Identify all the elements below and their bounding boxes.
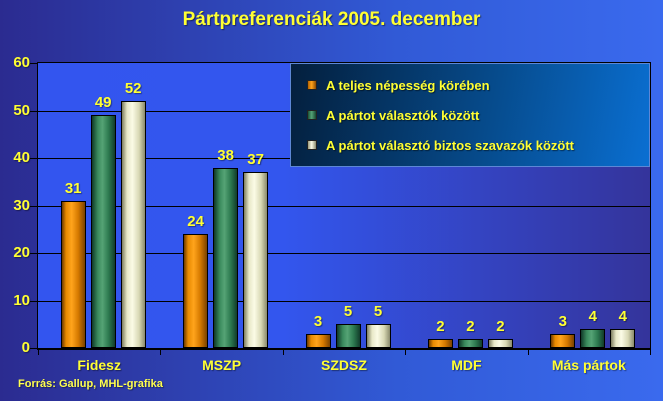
legend-swatch-icon xyxy=(307,80,317,90)
bar xyxy=(427,338,453,348)
bar-value-label: 38 xyxy=(217,146,234,164)
y-axis-tick xyxy=(30,300,38,302)
category-label: MDF xyxy=(451,357,482,373)
category-label: Fidesz xyxy=(77,357,121,373)
x-axis-tick xyxy=(38,350,39,355)
legend-swatch-icon xyxy=(307,140,317,150)
x-axis-tick xyxy=(160,350,162,355)
bar xyxy=(213,167,239,348)
legend-item: A pártot választók között xyxy=(307,108,649,123)
legend-label: A teljes népesség körében xyxy=(326,77,490,93)
bar xyxy=(60,200,86,348)
bar xyxy=(305,333,331,348)
y-axis-tick xyxy=(30,63,38,64)
bar-value-label: 5 xyxy=(343,303,353,321)
bar xyxy=(365,324,391,348)
bar-value-label: 31 xyxy=(64,179,82,197)
legend-label: A pártot választók között xyxy=(326,107,480,123)
y-axis-tick xyxy=(30,253,38,254)
bar-value-label: 4 xyxy=(618,308,627,325)
bar xyxy=(243,172,269,348)
bar-value-label: 2 xyxy=(436,317,445,335)
y-axis-label: 10 xyxy=(13,291,30,309)
y-axis-label: 40 xyxy=(13,149,30,166)
x-axis-tick xyxy=(282,350,284,355)
legend-swatch-icon xyxy=(307,110,317,120)
bar xyxy=(335,324,361,348)
bar xyxy=(90,115,116,348)
legend-item: A pártot választó biztos szavazók között xyxy=(307,138,649,153)
chart-title: Pártpreferenciák 2005. december xyxy=(182,9,481,30)
bar-value-label: 3 xyxy=(558,312,567,330)
bar-value-label: 52 xyxy=(124,80,142,97)
y-axis-tick xyxy=(30,158,38,159)
bar-value-label: 2 xyxy=(466,317,475,335)
bar xyxy=(120,101,146,348)
source-note: Forrás: Gallup, MHL-grafika xyxy=(18,378,163,390)
x-axis-tick xyxy=(405,350,407,355)
bar-value-label: 4 xyxy=(588,308,597,325)
y-axis-label: 0 xyxy=(21,339,30,356)
y-axis-tick xyxy=(30,110,38,112)
gridline xyxy=(38,253,650,254)
legend: A teljes népesség körében A pártot válasz… xyxy=(290,63,650,167)
y-axis-label: 60 xyxy=(13,54,30,71)
bar-value-label: 37 xyxy=(247,151,264,169)
category-label: SZDSZ xyxy=(321,357,367,373)
legend-label: A pártot választó biztos szavazók között xyxy=(326,137,575,153)
bar xyxy=(487,338,513,348)
bar xyxy=(610,329,636,348)
x-axis-tick xyxy=(650,350,651,355)
y-axis-label: 20 xyxy=(13,244,30,261)
bar-value-label: 5 xyxy=(373,303,383,321)
y-axis-tick xyxy=(30,348,38,349)
y-axis-label: 30 xyxy=(13,196,30,214)
y-axis-label: 50 xyxy=(13,101,30,119)
bar-value-label: 49 xyxy=(94,94,112,112)
x-axis-tick xyxy=(527,350,529,355)
bar xyxy=(580,329,606,348)
bar-value-label: 2 xyxy=(496,317,505,335)
gridline xyxy=(38,205,650,207)
bar xyxy=(550,333,576,348)
bar xyxy=(457,338,483,348)
category-label: MSZP xyxy=(202,357,242,373)
y-axis-tick xyxy=(30,205,38,207)
bar-value-label: 24 xyxy=(187,213,204,230)
gridline xyxy=(38,300,650,302)
bar xyxy=(183,234,209,348)
legend-item: A teljes népesség körében xyxy=(307,78,649,93)
bar-value-label: 3 xyxy=(313,312,323,330)
category-label: Más pártok xyxy=(551,357,626,373)
